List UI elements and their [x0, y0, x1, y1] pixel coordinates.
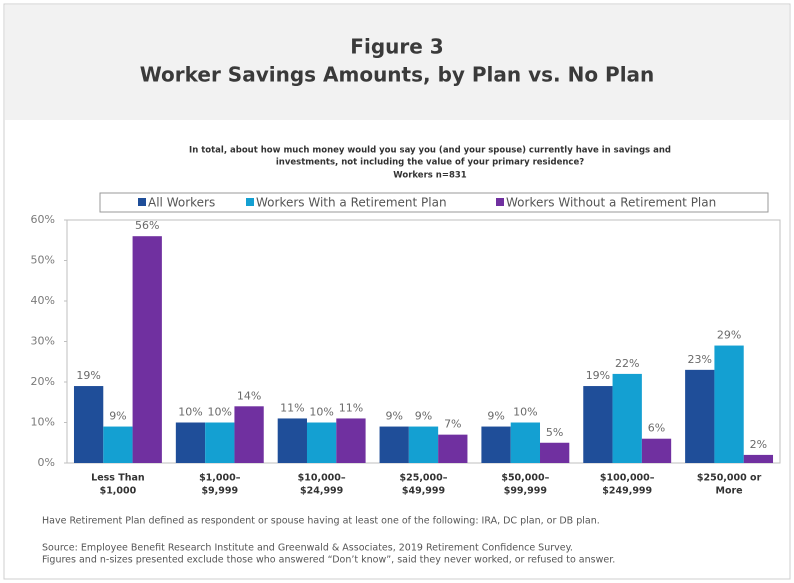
- bar: [510, 422, 541, 463]
- bar: [714, 345, 744, 463]
- chart-subtitle: Worker Savings Amounts, by Plan vs. No P…: [140, 63, 655, 87]
- value-label: 10%: [178, 406, 202, 419]
- bar: [641, 438, 672, 463]
- y-tick-label: 0%: [38, 456, 55, 469]
- y-tick-label: 30%: [31, 335, 55, 348]
- value-label: 9%: [415, 410, 432, 423]
- bar: [73, 386, 104, 463]
- legend: [99, 192, 769, 213]
- x-tick-label: $24,999: [300, 486, 343, 497]
- sample-size: Workers n=831: [393, 171, 467, 181]
- bar: [540, 442, 570, 463]
- value-label: 19%: [76, 369, 100, 382]
- bar: [103, 426, 133, 463]
- legend-swatch: [138, 198, 146, 206]
- bar: [743, 454, 774, 463]
- value-label: 6%: [648, 422, 665, 435]
- bar: [583, 386, 613, 463]
- value-label: 2%: [750, 438, 767, 451]
- header: [5, 5, 789, 120]
- question: In total, about how much money would you…: [189, 146, 671, 156]
- y-tick-label: 60%: [31, 213, 55, 226]
- bar: [175, 422, 206, 463]
- footnote: Have Retirement Plan defined as responde…: [42, 516, 600, 527]
- value-label: 11%: [339, 401, 363, 414]
- bar: [306, 422, 337, 463]
- value-label: 7%: [444, 418, 461, 431]
- x-tick-label: $9,999: [201, 486, 238, 497]
- chart-title: Figure 3: [350, 35, 443, 59]
- value-label: 9%: [487, 410, 504, 423]
- x-tick-label: $49,999: [402, 486, 445, 497]
- value-label: 9%: [109, 410, 126, 423]
- footnote: Source: Employee Benefit Research Instit…: [42, 543, 573, 554]
- value-label: 10%: [513, 406, 537, 419]
- bar: [481, 426, 511, 463]
- legend-label: Workers With a Retirement Plan: [256, 196, 447, 210]
- y-tick-label: 20%: [31, 375, 55, 388]
- x-tick-label: $50,000–: [501, 473, 549, 484]
- value-label: 56%: [135, 219, 159, 232]
- x-tick-label: Less Than: [91, 473, 145, 484]
- value-label: 11%: [280, 401, 304, 414]
- x-tick-label: $249,999: [602, 486, 652, 497]
- y-tick-label: 50%: [31, 254, 55, 267]
- bar: [277, 418, 307, 463]
- footnote: Figures and n-sizes presented exclude th…: [42, 555, 615, 566]
- legend-label: Workers Without a Retirement Plan: [506, 196, 716, 210]
- value-label: 14%: [237, 389, 261, 402]
- value-label: 23%: [688, 353, 712, 366]
- value-label: 29%: [717, 329, 741, 342]
- legend-swatch: [246, 198, 254, 206]
- x-tick-label: $25,000–: [399, 473, 447, 484]
- x-tick-label: More: [716, 486, 743, 497]
- value-label: 10%: [309, 406, 333, 419]
- value-label: 5%: [546, 426, 563, 439]
- value-label: 22%: [615, 357, 639, 370]
- x-tick-label: $10,000–: [298, 473, 346, 484]
- value-label: 10%: [208, 406, 232, 419]
- bar: [685, 369, 715, 463]
- x-tick-label: $1,000–: [199, 473, 241, 484]
- bar: [379, 426, 409, 463]
- bar: [438, 434, 468, 463]
- bar: [336, 418, 366, 463]
- x-tick-label: $1,000: [100, 486, 137, 497]
- bar: [205, 422, 235, 463]
- bar: [612, 373, 642, 463]
- value-label: 9%: [385, 410, 402, 423]
- value-label: 19%: [586, 369, 610, 382]
- legend-swatch: [496, 198, 504, 206]
- y-tick-label: 10%: [31, 416, 55, 429]
- bar: [408, 426, 439, 463]
- x-tick-label: $250,000 or: [697, 473, 762, 484]
- x-tick-label: $100,000–: [600, 473, 655, 484]
- x-tick-label: $99,999: [504, 486, 547, 497]
- legend-label: All Workers: [148, 196, 215, 210]
- bar: [234, 406, 264, 463]
- bar: [132, 236, 162, 463]
- y-tick-label: 40%: [31, 294, 55, 307]
- question: investments, not including the value of …: [276, 158, 584, 168]
